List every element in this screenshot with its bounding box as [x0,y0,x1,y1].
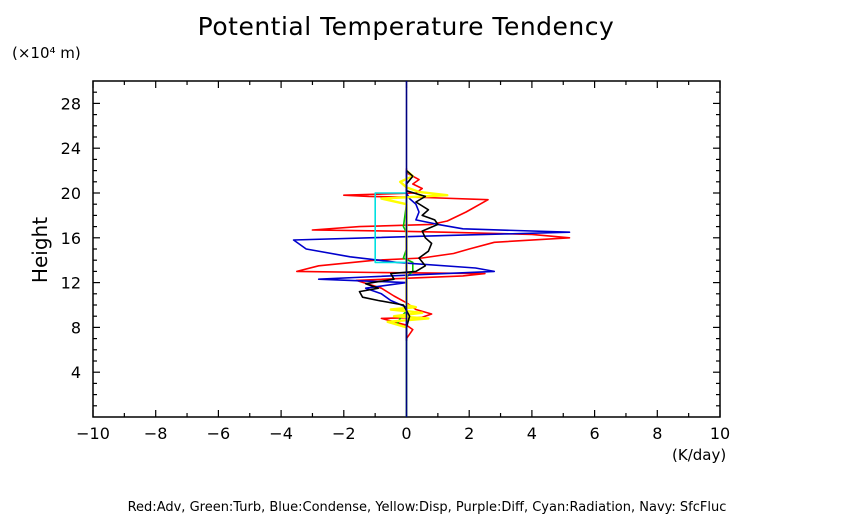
x-tick-label: −10 [76,424,110,443]
y-tick-label: 20 [61,184,81,203]
x-tick-label: −8 [144,424,168,443]
x-tick-label: 4 [527,424,537,443]
x-tick-label: 6 [590,424,600,443]
y-tick-label: 24 [61,139,81,158]
y-tick-label: 28 [61,94,81,113]
legend-text: Red:Adv, Green:Turb, Blue:Condense, Yell… [127,500,727,515]
x-tick-label: 10 [710,424,730,443]
x-tick-label: 8 [652,424,662,443]
chart-title: Potential Temperature Tendency [197,12,615,41]
y-tick-label: 8 [71,318,81,337]
y-axis-unit: (×10⁴ m) [12,44,81,62]
x-axis-unit: (K/day) [672,446,727,464]
series-line-radiation [374,192,407,264]
x-tick-label: 2 [464,424,474,443]
y-tick-label: 16 [61,229,81,248]
x-tick-label: −4 [269,424,293,443]
y-tick-label: 4 [71,363,81,382]
x-tick-label: −6 [207,424,231,443]
series-line-net [358,170,439,341]
y-tick-label: 12 [61,274,81,293]
series-line-condense [292,170,571,328]
x-tick-label: −2 [332,424,356,443]
x-tick-label: 0 [401,424,411,443]
